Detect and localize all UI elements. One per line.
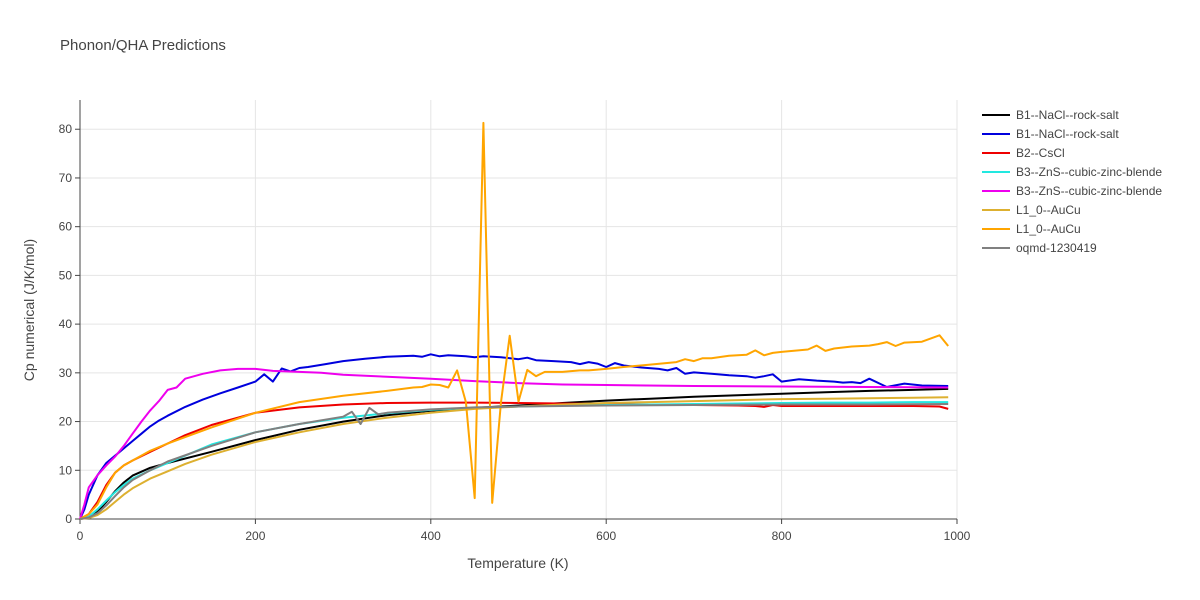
y-axis-title: Cp numerical (J/K/mol) bbox=[21, 239, 37, 381]
series-line bbox=[79, 401, 949, 520]
legend-label: B2--CsCl bbox=[1016, 146, 1065, 160]
series-lines bbox=[79, 121, 949, 520]
grid bbox=[80, 100, 958, 519]
x-tick-label: 0 bbox=[77, 529, 84, 543]
y-tick-label: 20 bbox=[59, 415, 73, 429]
y-tick-label: 0 bbox=[65, 512, 72, 526]
legend-label: B1--NaCl--rock-salt bbox=[1016, 108, 1119, 122]
series-line bbox=[79, 403, 949, 520]
x-tick-label: 200 bbox=[245, 529, 265, 543]
y-tick-label: 80 bbox=[59, 122, 73, 136]
series-line bbox=[79, 121, 949, 520]
legend-label: oqmd-1230419 bbox=[1016, 241, 1097, 255]
legend-label: B3--ZnS--cubic-zinc-blende bbox=[1016, 165, 1162, 179]
x-tick-label: 600 bbox=[596, 529, 616, 543]
y-tick-label: 70 bbox=[59, 171, 73, 185]
series-line bbox=[79, 367, 949, 520]
legend-label: B1--NaCl--rock-salt bbox=[1016, 127, 1119, 141]
y-tick-label: 10 bbox=[59, 463, 73, 477]
series-line bbox=[79, 401, 949, 520]
series-line bbox=[79, 353, 949, 520]
series-line bbox=[79, 387, 949, 520]
chart-title: Phonon/QHA Predictions bbox=[60, 37, 226, 54]
legend: B1--NaCl--rock-salt B1--NaCl--rock-salt B2… bbox=[982, 108, 1162, 255]
series-line bbox=[79, 396, 949, 520]
x-tick-label: 400 bbox=[421, 529, 441, 543]
y-tick-label: 40 bbox=[59, 317, 73, 331]
y-tick-label: 50 bbox=[59, 268, 73, 282]
legend-label: L1_0--AuCu bbox=[1016, 222, 1081, 236]
y-tick-label: 60 bbox=[59, 220, 73, 234]
x-tick-label: 1000 bbox=[944, 529, 971, 543]
axes: 0 200 400 600 800 1000 0 10 20 30 40 50 60 70 80 bbox=[59, 100, 971, 543]
y-tick-label: 30 bbox=[59, 366, 73, 380]
x-tick-label: 800 bbox=[772, 529, 792, 543]
legend-label: L1_0--AuCu bbox=[1016, 203, 1081, 217]
legend-label: B3--ZnS--cubic-zinc-blende bbox=[1016, 184, 1162, 198]
x-axis-title: Temperature (K) bbox=[467, 555, 568, 571]
